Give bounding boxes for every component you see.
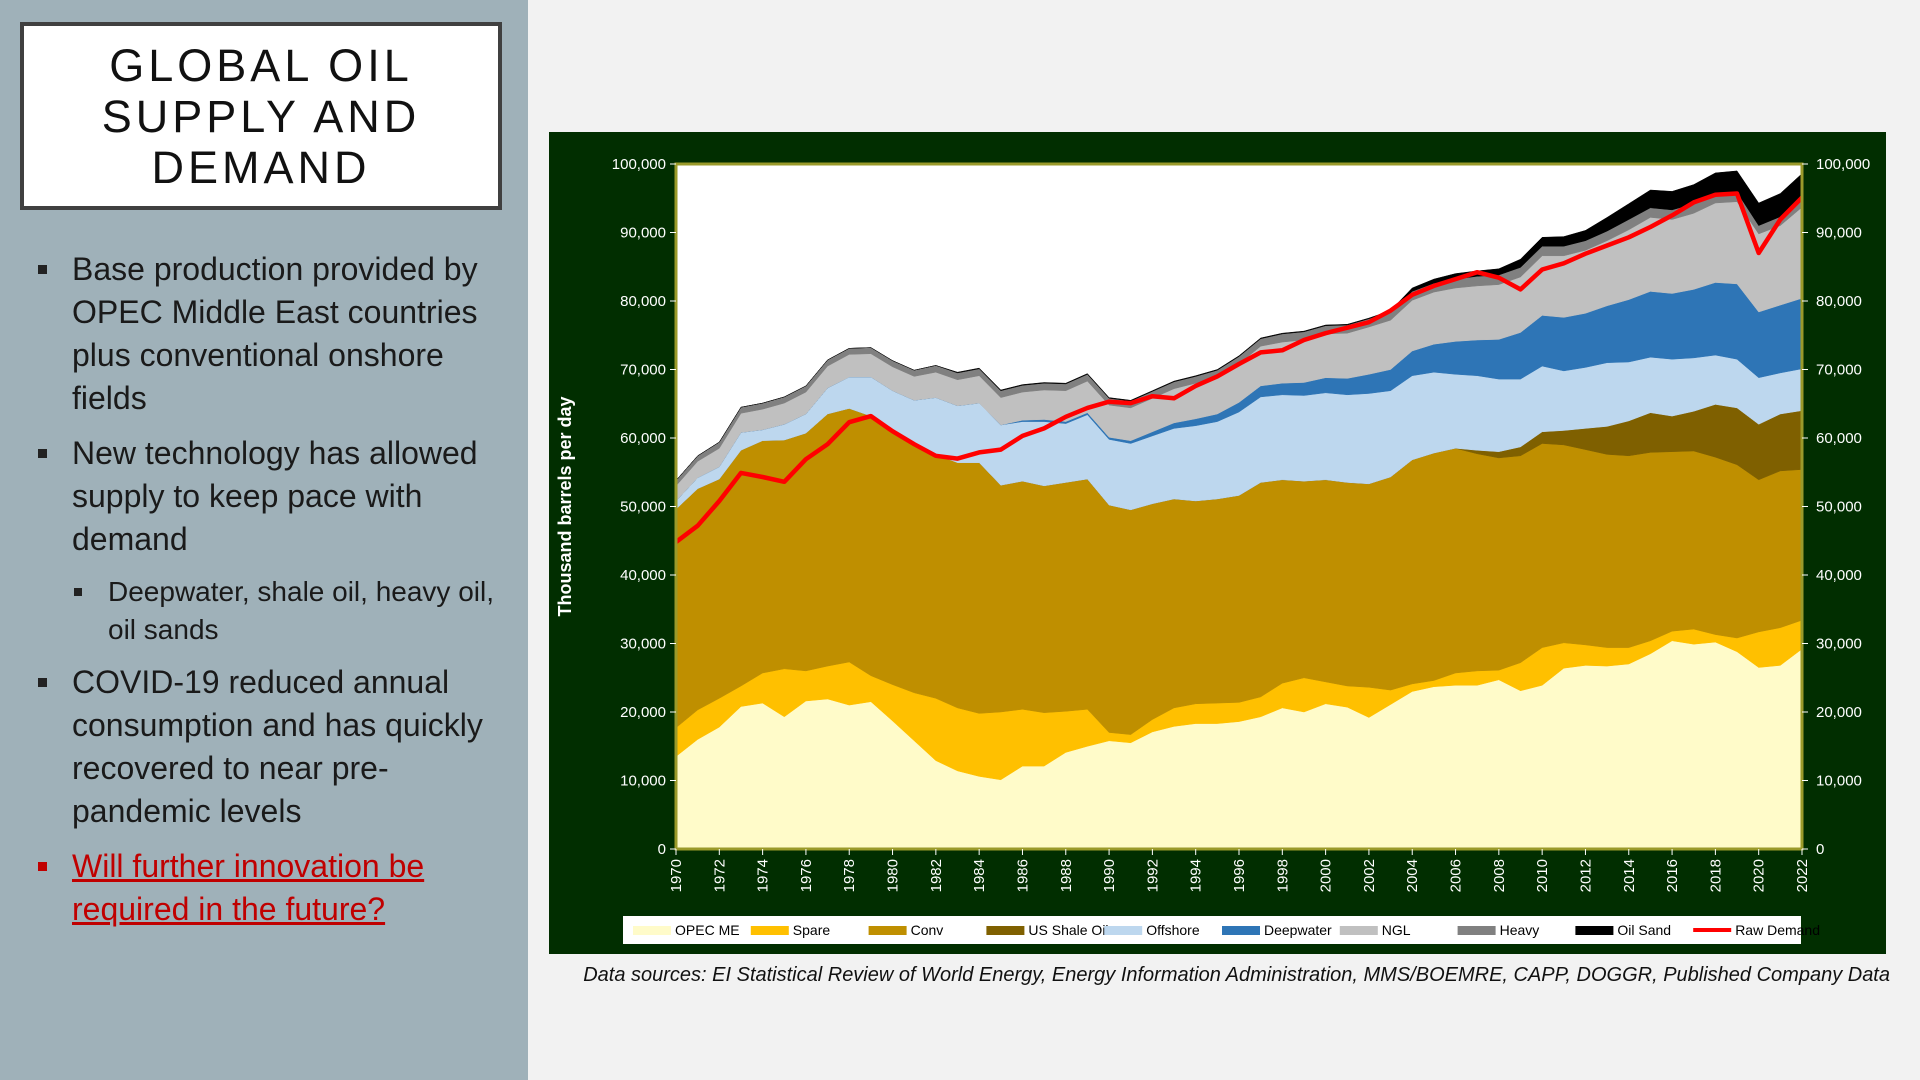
raw-demand-line bbox=[674, 191, 1804, 544]
bullet-item-link[interactable]: Will further innovation be required in t… bbox=[36, 845, 506, 931]
y-axis-title: Thousand barrels per day bbox=[555, 396, 575, 616]
bullet-marker bbox=[38, 449, 47, 458]
legend-label: Raw Demand bbox=[1735, 922, 1820, 938]
legend-swatch bbox=[750, 926, 789, 935]
y-tick-label-right: 70,000 bbox=[1816, 362, 1862, 379]
bullet-text: Deepwater, shale oil, heavy oil, oil san… bbox=[108, 576, 494, 645]
y-tick-label: 70,000 bbox=[620, 362, 666, 379]
left-panel: GLOBAL OIL SUPPLY AND DEMAND Base produc… bbox=[0, 0, 528, 1080]
y-tick-label: 50,000 bbox=[620, 499, 666, 516]
legend-swatch bbox=[1339, 926, 1378, 935]
legend-label: Deepwater bbox=[1264, 922, 1332, 938]
y-tick-label: 40,000 bbox=[620, 567, 666, 584]
supply-demand-chart: 0 0 10,000 10,000 20,000 20,000 30,000 30,000 40… bbox=[555, 156, 1870, 944]
y-tick-label-right: 90,000 bbox=[1816, 225, 1862, 242]
sub-bullet-item: Deepwater, shale oil, heavy oil, oil san… bbox=[72, 573, 506, 649]
y-tick-label-right: 0 bbox=[1816, 841, 1824, 858]
x-tick-label: 2004 bbox=[1404, 859, 1421, 892]
y-tick-label: 10,000 bbox=[620, 773, 666, 790]
x-tick-label: 2018 bbox=[1707, 859, 1724, 892]
x-tick-label: 2014 bbox=[1621, 859, 1638, 892]
legend-label: Heavy bbox=[1500, 922, 1540, 938]
x-tick-label: 2008 bbox=[1491, 859, 1508, 892]
x-tick-label: 1974 bbox=[755, 859, 772, 892]
legend-label: Conv bbox=[911, 922, 944, 938]
x-tick-label: 2000 bbox=[1318, 859, 1335, 892]
x-tick-label: 1978 bbox=[841, 859, 858, 892]
y-tick-label-right: 40,000 bbox=[1816, 567, 1862, 584]
legend-swatch bbox=[1575, 926, 1614, 935]
bullet-item: COVID-19 reduced annual consumption and … bbox=[36, 661, 506, 833]
x-tick-label: 1996 bbox=[1231, 859, 1248, 892]
y-tick-label: 80,000 bbox=[620, 293, 666, 310]
y-tick-label: 30,000 bbox=[620, 636, 666, 653]
legend-label: Spare bbox=[793, 922, 831, 938]
y-tick-label-right: 30,000 bbox=[1816, 636, 1862, 653]
x-tick-label: 1982 bbox=[928, 859, 945, 892]
x-tick-label: 1994 bbox=[1188, 859, 1205, 892]
y-tick-label-right: 80,000 bbox=[1816, 293, 1862, 310]
x-tick-label: 2022 bbox=[1794, 859, 1811, 892]
x-tick-label: 1970 bbox=[668, 859, 685, 892]
y-tick-label: 0 bbox=[658, 841, 666, 858]
legend-swatch bbox=[868, 926, 907, 935]
legend-swatch bbox=[1222, 926, 1260, 935]
legend-label: Offshore bbox=[1146, 922, 1200, 938]
x-tick-label: 1984 bbox=[971, 859, 988, 892]
x-tick-label: 1992 bbox=[1144, 859, 1161, 892]
legend-label: Oil Sand bbox=[1617, 922, 1671, 938]
y-tick-label-right: 50,000 bbox=[1816, 499, 1862, 516]
x-tick-label: 1976 bbox=[798, 859, 815, 892]
bullet-item: New technology has allowed supply to kee… bbox=[36, 432, 506, 561]
x-tick-label: 2010 bbox=[1534, 859, 1551, 892]
y-tick-label: 100,000 bbox=[612, 156, 666, 173]
bullet-text: COVID-19 reduced annual consumption and … bbox=[72, 664, 483, 829]
legend-label: OPEC ME bbox=[675, 922, 740, 938]
bullet-marker bbox=[38, 678, 47, 687]
x-tick-label: 1986 bbox=[1014, 859, 1031, 892]
chart-frame: 0 0 10,000 10,000 20,000 20,000 30,000 30,000 40… bbox=[549, 132, 1886, 954]
y-tick-label: 60,000 bbox=[620, 430, 666, 447]
bullet-marker bbox=[38, 862, 47, 871]
legend-swatch bbox=[1457, 926, 1496, 935]
y-tick-label-right: 20,000 bbox=[1816, 704, 1862, 721]
y-tick-label-right: 60,000 bbox=[1816, 430, 1862, 447]
x-tick-label: 1980 bbox=[885, 859, 902, 892]
legend-swatch bbox=[633, 926, 671, 935]
bullet-item: Base production provided by OPEC Middle … bbox=[36, 248, 506, 420]
legend-swatch bbox=[986, 926, 1025, 935]
future-innovation-link[interactable]: Will further innovation be required in t… bbox=[72, 848, 425, 927]
x-tick-label: 2016 bbox=[1664, 859, 1681, 892]
y-tick-label-right: 10,000 bbox=[1816, 773, 1862, 790]
bullet-text: Base production provided by OPEC Middle … bbox=[72, 251, 478, 416]
bullet-marker bbox=[38, 265, 47, 274]
x-tick-label: 2020 bbox=[1751, 859, 1768, 892]
source-note: Data sources: EI Statistical Review of W… bbox=[583, 964, 1890, 986]
bullet-marker bbox=[74, 588, 82, 596]
x-tick-label: 2002 bbox=[1361, 859, 1378, 892]
legend-label: US Shale Oil bbox=[1028, 922, 1108, 938]
x-tick-label: 1988 bbox=[1058, 859, 1075, 892]
slide-title: GLOBAL OIL SUPPLY AND DEMAND bbox=[101, 39, 421, 193]
x-tick-label: 2012 bbox=[1577, 859, 1594, 892]
bullet-list: Base production provided by OPEC Middle … bbox=[36, 248, 506, 943]
bullet-text: New technology has allowed supply to kee… bbox=[72, 435, 478, 557]
y-tick-label-right: 100,000 bbox=[1816, 156, 1870, 173]
title-box: GLOBAL OIL SUPPLY AND DEMAND bbox=[20, 22, 502, 210]
x-tick-label: 2006 bbox=[1448, 859, 1465, 892]
x-tick-label: 1990 bbox=[1101, 859, 1118, 892]
legend-label: NGL bbox=[1382, 922, 1411, 938]
x-tick-label: 1998 bbox=[1274, 859, 1291, 892]
y-tick-label: 20,000 bbox=[620, 704, 666, 721]
y-tick-label: 90,000 bbox=[620, 225, 666, 242]
x-tick-label: 1972 bbox=[711, 859, 728, 892]
legend-swatch bbox=[1104, 926, 1143, 935]
